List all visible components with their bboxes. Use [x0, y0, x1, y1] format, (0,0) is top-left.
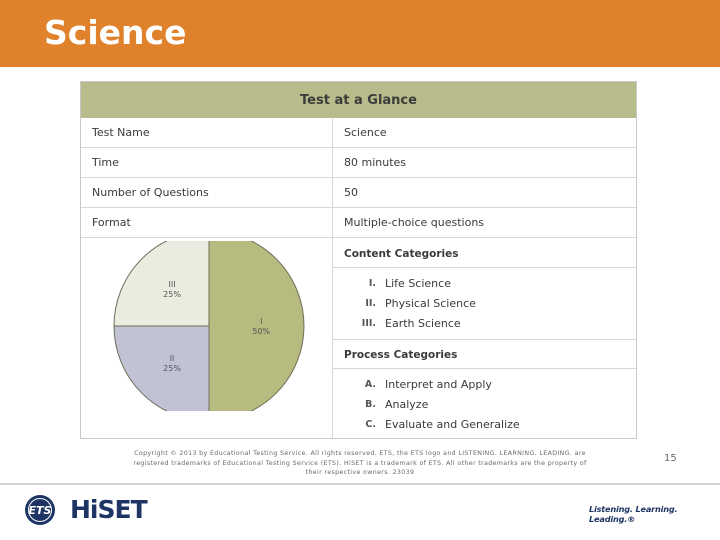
list-item-number: C.: [365, 419, 376, 430]
table-title: Test at a Glance: [81, 82, 636, 118]
pie-slice-iii: [113, 241, 210, 327]
list-item: B. Analyze: [344, 395, 634, 415]
header-bar: [0, 0, 720, 67]
list-item: C. Evaluate and Generalize: [344, 415, 634, 435]
content-categories-list: I. Life Science II. Physical Science III…: [344, 274, 634, 334]
list-item: I. Life Science: [344, 274, 634, 294]
row-value-time: 80 minutes: [344, 156, 407, 169]
divider: [333, 368, 636, 369]
pie-percent-label: 25%: [163, 290, 181, 299]
list-item-number: I.: [368, 278, 376, 289]
list-item: II. Physical Science: [344, 294, 634, 314]
pie-slice-ii: [113, 325, 210, 411]
row-label-time: Time: [92, 156, 119, 169]
list-item-label: Interpret and Apply: [385, 378, 492, 391]
page-title: Science: [44, 13, 187, 52]
list-item: A. Interpret and Apply: [344, 375, 634, 395]
process-categories-list: A. Interpret and Apply B. Analyze C. Eva…: [344, 375, 634, 435]
tagline: Listening. Learning. Leading.®: [589, 504, 678, 524]
copyright-notice: Copyright © 2013 by Educational Testing …: [125, 449, 595, 478]
table-row: Test Name Science: [81, 118, 636, 148]
list-item-number: III.: [361, 318, 376, 329]
list-item-label: Evaluate and Generalize: [385, 418, 520, 431]
ets-logo: ETS: [25, 495, 55, 525]
list-item-number: A.: [364, 379, 376, 390]
row-label-test-name: Test Name: [92, 126, 150, 139]
test-at-a-glance-table: Test at a Glance Test Name Science Time …: [80, 81, 637, 439]
pie-slice-i: [208, 241, 305, 411]
row-value-format: Multiple-choice questions: [344, 216, 485, 229]
content-categories-heading: Content Categories: [344, 248, 459, 260]
hiset-logo: HiSET: [70, 495, 148, 524]
pie-label: I: [260, 317, 262, 326]
list-item-label: Physical Science: [385, 297, 476, 310]
list-item-label: Life Science: [385, 277, 451, 290]
table-row: Number of Questions 50: [81, 178, 636, 208]
table-row: Format Multiple-choice questions: [81, 208, 636, 238]
table-row: Time 80 minutes: [81, 148, 636, 178]
pie-percent-label: 50%: [252, 327, 270, 336]
copyright-line: Copyright © 2013 by Educational Testing …: [134, 450, 586, 457]
row-label-number-of-questions: Number of Questions: [92, 186, 209, 199]
row-value-number-of-questions: 50: [344, 186, 358, 199]
copyright-line: their respective owners. 23039: [305, 469, 415, 476]
svg-text:ETS: ETS: [29, 504, 52, 517]
footer-divider: [0, 483, 720, 485]
process-categories-heading: Process Categories: [344, 349, 458, 361]
list-item-label: Analyze: [385, 398, 429, 411]
pie-label: II: [170, 354, 175, 363]
row-label-format: Format: [92, 216, 131, 229]
divider: [333, 339, 636, 340]
copyright-line: registered trademarks of Educational Tes…: [133, 459, 587, 467]
list-item-number: II.: [365, 298, 376, 309]
list-item-label: Earth Science: [385, 317, 461, 330]
pie-percent-label: 25%: [163, 364, 181, 373]
page-number: 15: [664, 453, 677, 464]
row-value-test-name: Science: [344, 126, 387, 139]
list-item: III. Earth Science: [344, 314, 634, 334]
pie-label: III: [169, 280, 176, 289]
column-divider: [332, 118, 333, 438]
divider: [333, 267, 636, 268]
list-item-number: B.: [365, 399, 376, 410]
